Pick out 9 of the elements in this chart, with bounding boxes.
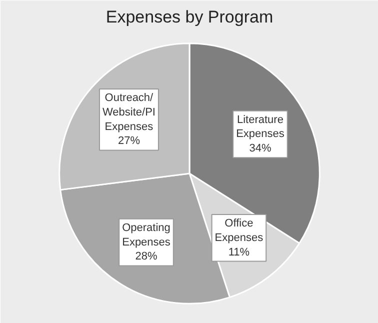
data-label: 11% <box>228 246 250 258</box>
chart-title: Expenses by Program <box>106 8 274 26</box>
data-label: 27% <box>118 135 140 148</box>
data-label: 34% <box>249 142 272 155</box>
slice-label: Operating Expenses <box>122 222 171 248</box>
slice-label: Outreach/Website/PI Expenses <box>102 92 156 133</box>
slice-label: Literature Expenses <box>236 114 285 140</box>
data-label: 28% <box>135 250 158 263</box>
slice-label: Office Expenses <box>214 218 264 244</box>
